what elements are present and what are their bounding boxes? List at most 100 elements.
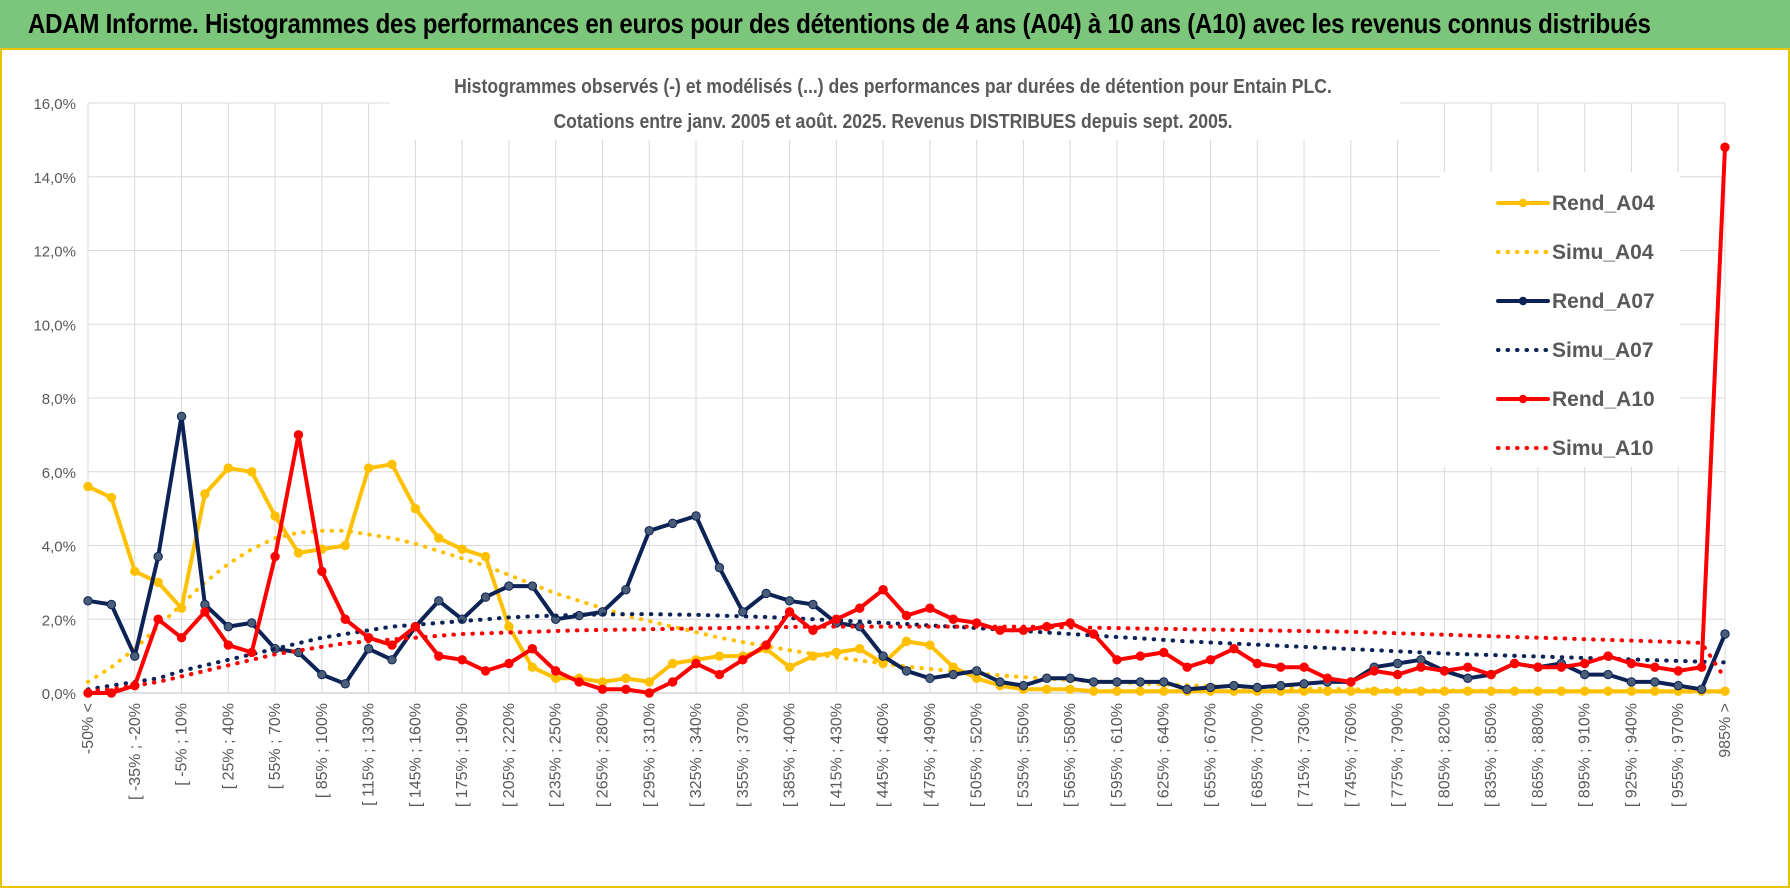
data-point-rend_a10 (1159, 647, 1169, 658)
x-tick-label: [ 925% ; 940% (1623, 703, 1640, 807)
data-point-rend_a10 (247, 647, 257, 658)
x-tick-label: [ 415% ; 430% (828, 703, 845, 807)
data-point-rend_a07 (808, 599, 818, 610)
x-tick-label: [ 865% ; 880% (1530, 703, 1547, 807)
data-point-rend_a04 (621, 673, 631, 683)
data-point-rend_a04 (247, 467, 257, 477)
data-point-rend_a10 (948, 614, 958, 624)
y-tick-label: 2,0% (42, 612, 76, 629)
data-point-rend_a10 (1112, 655, 1122, 665)
x-tick-label: [ 355% ; 370% (735, 703, 752, 807)
data-point-rend_a07 (130, 651, 140, 661)
data-point-rend_a10 (1369, 666, 1379, 676)
data-point-rend_a10 (831, 614, 842, 624)
data-point-rend_a04 (644, 677, 654, 687)
x-tick-label: [ 655% ; 670% (1203, 703, 1220, 807)
data-point-rend_a07 (1182, 684, 1192, 695)
data-point-rend_a07 (714, 562, 725, 573)
data-point-rend_a10 (106, 688, 117, 698)
data-point-rend_a07 (340, 679, 350, 689)
data-point-rend_a07 (1205, 682, 1216, 693)
data-point-rend_a07 (1088, 677, 1099, 687)
legend-box (1440, 172, 1680, 467)
data-point-rend_a10 (387, 640, 397, 650)
data-point-rend_a10 (1509, 658, 1520, 669)
data-point-rend_a10 (1205, 655, 1216, 665)
data-point-rend_a07 (434, 596, 444, 606)
data-point-rend_a04 (363, 463, 374, 473)
x-tick-label: -50% < (80, 703, 97, 754)
data-point-rend_a07 (1673, 680, 1683, 691)
x-tick-label: [ 535% ; 550% (1015, 703, 1032, 807)
data-point-rend_a07 (106, 599, 117, 610)
x-tick-label: [ 295% ; 310% (641, 703, 658, 807)
data-point-rend_a10 (1556, 662, 1567, 672)
data-point-rend_a04 (130, 566, 140, 577)
data-point-rend_a10 (200, 607, 210, 617)
data-point-rend_a07 (1650, 677, 1660, 687)
data-point-rend_a07 (527, 581, 538, 591)
data-point-rend_a07 (176, 411, 187, 422)
y-tick-label: 6,0% (42, 465, 76, 482)
data-point-rend_a10 (340, 614, 350, 624)
data-point-rend_a07 (948, 669, 958, 680)
data-point-rend_a10 (1579, 658, 1590, 669)
data-point-rend_a07 (1159, 677, 1169, 687)
x-tick-label: [ 175% ; 190% (454, 703, 471, 807)
data-point-rend_a07 (1603, 669, 1613, 680)
data-point-rend_a04 (527, 662, 538, 672)
data-point-rend_a07 (1463, 673, 1473, 683)
data-point-rend_a10 (738, 655, 748, 665)
data-point-rend_a10 (1603, 651, 1613, 661)
data-point-rend_a07 (247, 618, 257, 628)
legend-label-simu_a04: Simu_A04 (1552, 241, 1654, 264)
x-tick-label: 985% > (1717, 703, 1734, 758)
data-point-rend_a07 (784, 596, 795, 606)
data-point-rend_a07 (691, 511, 701, 521)
data-point-rend_a07 (1626, 677, 1637, 687)
data-point-rend_a10 (223, 640, 234, 650)
data-point-rend_a10 (1650, 662, 1660, 672)
data-point-rend_a10 (1720, 142, 1730, 152)
data-point-rend_a07 (878, 651, 888, 661)
data-point-rend_a04 (83, 481, 93, 492)
data-point-rend_a10 (1533, 662, 1543, 672)
series-line-rend_a04 (86, 462, 1727, 694)
legend: Rend_A04 Simu_A04 Rend_A07 Simu_A07 Rend_A10… (1440, 172, 1680, 467)
data-point-rend_a10 (551, 666, 561, 676)
y-tick-label: 10,0% (33, 317, 76, 334)
data-point-rend_a04 (901, 636, 912, 647)
x-tick-label: [ 715% ; 730% (1296, 703, 1313, 807)
data-point-rend_a07 (901, 666, 912, 676)
legend-label-rend_a07: Rend_A07 (1552, 290, 1655, 313)
x-tick-label: [ 265% ; 280% (594, 703, 611, 807)
x-tick-label: [ 445% ; 460% (875, 703, 892, 807)
data-point-rend_a10 (995, 625, 1005, 636)
y-tick-label: 8,0% (42, 391, 76, 408)
data-point-rend_a10 (434, 651, 444, 661)
x-tick-label: [ 685% ; 700% (1249, 703, 1266, 807)
data-point-rend_a07 (1696, 684, 1707, 695)
legend-marker (1518, 198, 1528, 208)
x-tick-label: [ 625% ; 640% (1156, 703, 1173, 807)
data-point-rend_a04 (340, 540, 350, 551)
data-point-rend_a10 (527, 644, 538, 654)
x-tick-label: [ 115% ; 130% (361, 703, 378, 806)
x-tick-label: [ 385% ; 400% (782, 703, 799, 807)
data-point-rend_a04 (200, 489, 210, 499)
data-point-rend_a07 (1720, 629, 1730, 639)
axis-layer: 0,0% 2,0% 4,0% 6,0% 8,0% 10,0% 12,0% 14,0% 16,0%… (33, 96, 1734, 807)
data-point-rend_a04 (457, 544, 467, 554)
data-point-rend_a04 (434, 533, 444, 543)
data-point-rend_a07 (644, 526, 654, 536)
data-point-rend_a04 (504, 621, 514, 632)
data-point-rend_a10 (1696, 662, 1707, 672)
data-point-rend_a10 (293, 430, 304, 440)
x-tick-label: [ 565% ; 580% (1062, 703, 1079, 807)
y-tick-label: 12,0% (33, 244, 76, 261)
data-point-rend_a10 (1439, 666, 1450, 676)
data-point-rend_a10 (153, 614, 163, 624)
x-tick-label: [ -5% ; 10% (174, 703, 191, 786)
data-point-rend_a07 (1299, 679, 1309, 689)
